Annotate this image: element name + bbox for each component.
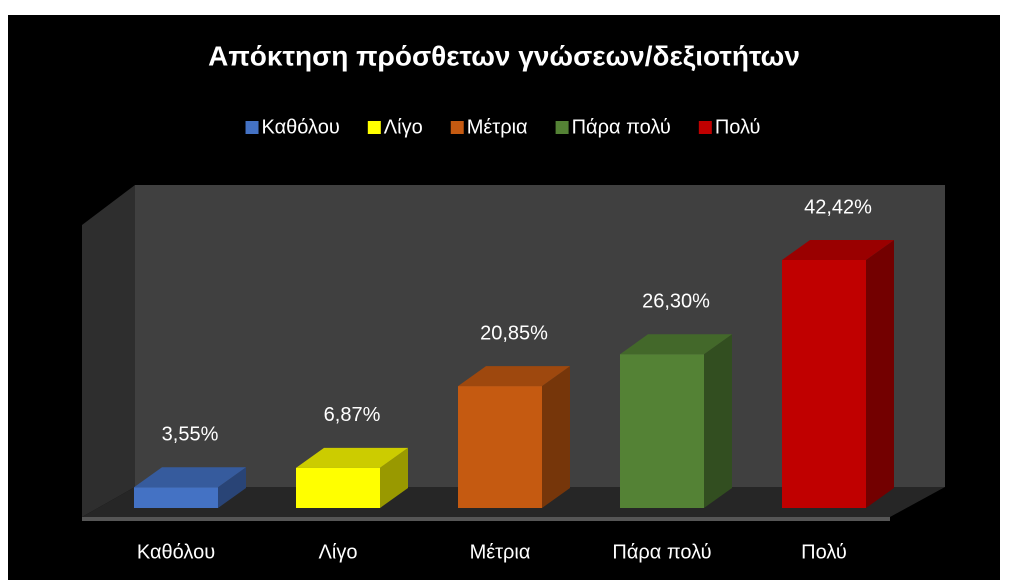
legend-label: Πολύ	[715, 116, 761, 138]
bar-top	[458, 366, 570, 387]
bar-top	[134, 467, 246, 488]
data-label: 6,87%	[324, 404, 381, 426]
legend-swatch	[450, 121, 464, 134]
legend-label: Μέτρια	[467, 116, 528, 138]
chart-title: Απόκτηση πρόσθετων γνώσεων/δεξιοτήτων	[208, 40, 800, 71]
floor-edge	[82, 517, 890, 521]
bar-top	[296, 447, 408, 468]
side-wall	[82, 185, 135, 517]
legend-swatch	[245, 121, 259, 134]
bar-top	[782, 240, 894, 260]
bar	[782, 260, 866, 508]
legend-label: Λίγο	[384, 116, 423, 138]
bar	[296, 467, 380, 508]
legend-label: Πάρα πολύ	[572, 116, 671, 138]
bar	[620, 354, 704, 508]
data-label: 3,55%	[162, 424, 219, 446]
bar-top	[620, 334, 732, 355]
bar	[134, 487, 218, 508]
x-tick-label: Πολύ	[801, 541, 847, 563]
back-wall	[135, 185, 945, 487]
legend-swatch	[698, 121, 712, 134]
data-label: 20,85%	[480, 322, 548, 344]
data-label: 26,30%	[642, 291, 710, 313]
bar-side	[380, 447, 408, 508]
x-tick-label: Μέτρια	[470, 541, 531, 563]
bar-side	[704, 334, 732, 508]
legend-swatch	[555, 121, 569, 134]
legend-swatch	[367, 121, 381, 134]
x-tick-label: Λίγο	[319, 541, 358, 563]
bar-side	[218, 467, 246, 508]
x-tick-label: Καθόλου	[137, 541, 215, 563]
legend-label: Καθόλου	[262, 116, 340, 138]
bar-side	[866, 240, 894, 508]
data-label: 42,42%	[804, 196, 872, 218]
bar	[458, 386, 542, 508]
bar-side	[542, 366, 570, 508]
x-tick-label: Πάρα πολύ	[612, 541, 711, 563]
